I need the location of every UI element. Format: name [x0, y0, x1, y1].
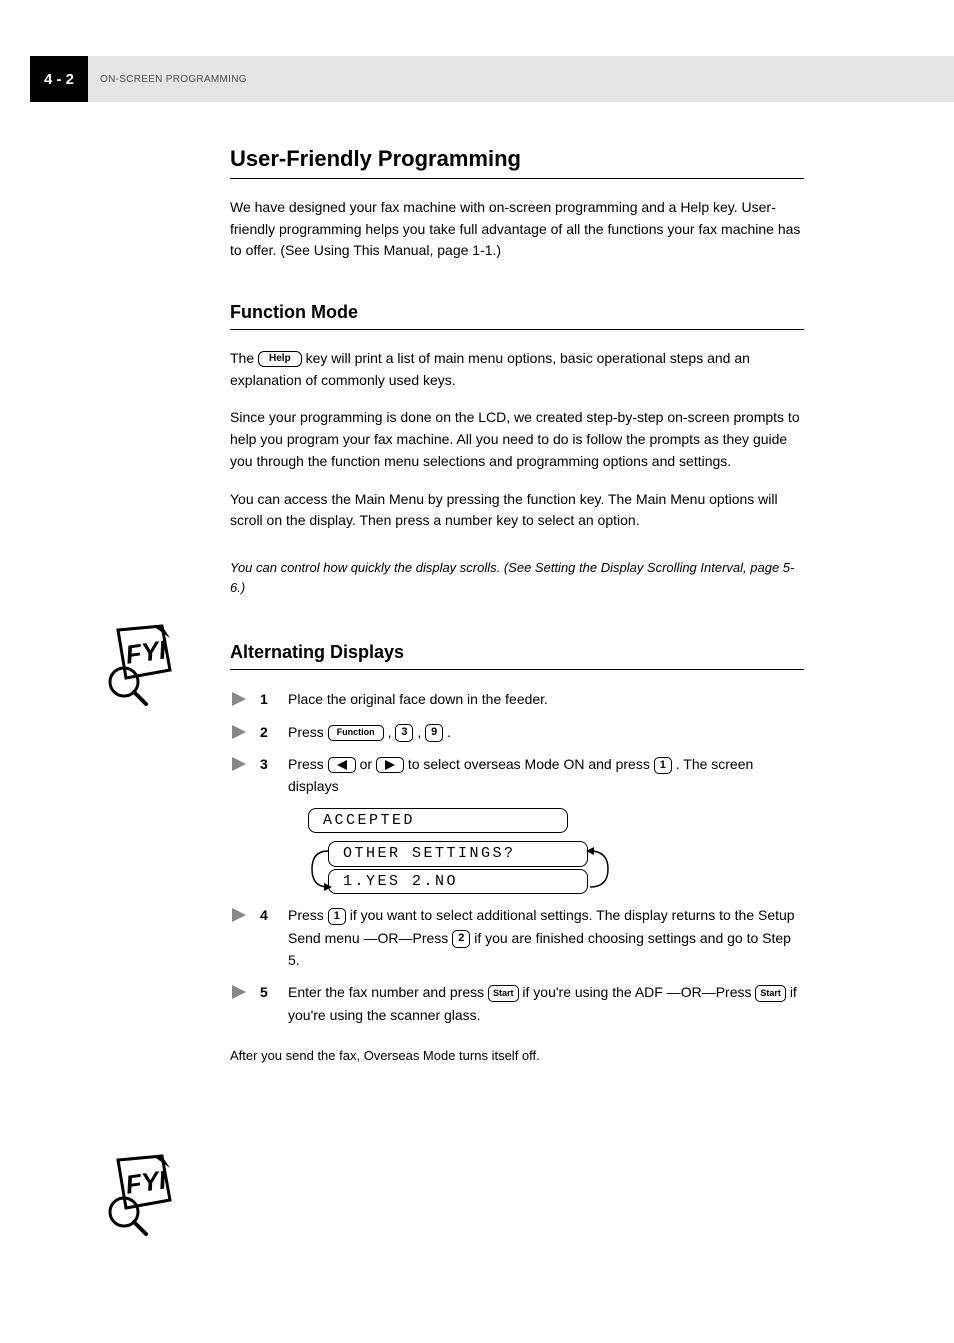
text: key will print a list of main menu optio… [230, 350, 750, 388]
step-number: 5 [260, 981, 276, 1003]
start-key: Start [488, 985, 519, 1002]
step-text: Enter the fax number and press Start if … [288, 981, 804, 1026]
page-number: 4 - 2 [30, 56, 88, 102]
key-1: 1 [654, 757, 672, 774]
lcd-cycle-group: OTHER SETTINGS? 1.YES 2.NO [308, 841, 804, 894]
svg-text:FYI: FYI [124, 1164, 169, 1199]
text: or [360, 756, 376, 772]
text: , [388, 724, 396, 740]
text: Press [288, 756, 328, 772]
step-number: 3 [260, 753, 276, 775]
lcd-accepted: ACCEPTED [308, 808, 568, 834]
start-key: Start [755, 985, 786, 1002]
divider [230, 178, 804, 179]
function-key: Function [328, 725, 384, 741]
lcd-yes-no: 1.YES 2.NO [328, 869, 588, 895]
step-arrow-icon [230, 983, 248, 1001]
header-bar: 4 - 2 ON-SCREEN PROGRAMMING [30, 56, 954, 102]
divider [230, 329, 804, 330]
step-1: 1 Place the original face down in the fe… [230, 688, 804, 710]
key-2: 2 [452, 930, 470, 947]
help-key: Help [258, 351, 302, 367]
step-number: 2 [260, 721, 276, 743]
step-arrow-icon [230, 723, 248, 741]
step-text: Press or to select overseas Mode ON and … [288, 753, 804, 798]
step-arrow-icon [230, 755, 248, 773]
svg-text:FYI: FYI [124, 634, 169, 669]
step-3: 3 Press or to select overseas Mode ON an… [230, 753, 804, 798]
step-arrow-icon [230, 690, 248, 708]
text: Enter the fax number and press [288, 984, 488, 1000]
text: Press [288, 907, 328, 923]
text: —OR—Press [364, 930, 453, 946]
key-9: 9 [425, 724, 443, 741]
step-number: 1 [260, 688, 276, 710]
fyi-note-2: After you send the fax, Overseas Mode tu… [230, 1046, 804, 1066]
step-arrow-icon [230, 906, 248, 924]
section1-para: We have designed your fax machine with o… [230, 197, 804, 262]
section2-para3: You can access the Main Menu by pressing… [230, 489, 804, 532]
divider [230, 669, 804, 670]
lcd-other-settings: OTHER SETTINGS? [328, 841, 588, 867]
step-text: Place the original face down in the feed… [288, 688, 804, 710]
step-2: 2 Press Function , 3 , 9 . [230, 721, 804, 743]
fyi-icon: FYI [92, 622, 180, 710]
text: , [417, 724, 425, 740]
right-arrow-key [376, 757, 404, 773]
step-text: Press 1 if you want to select additional… [288, 904, 804, 971]
chapter-label: ON-SCREEN PROGRAMMING [100, 74, 247, 85]
text: . [447, 724, 451, 740]
step-5: 5 Enter the fax number and press Start i… [230, 981, 804, 1026]
key-1: 1 [328, 908, 346, 925]
section2-para2: Since your programming is done on the LC… [230, 407, 804, 472]
section-title-function-mode: Function Mode [230, 302, 804, 323]
fyi-icon: FYI [92, 1152, 180, 1240]
key-3: 3 [395, 724, 413, 741]
step-text: Press Function , 3 , 9 . [288, 721, 804, 743]
step-4: 4 Press 1 if you want to select addition… [230, 904, 804, 971]
section2-para1: The Help key will print a list of main m… [230, 348, 804, 391]
text: Press [288, 724, 328, 740]
text: to select overseas Mode ON and press [408, 756, 654, 772]
text: if you're using the ADF [522, 984, 662, 1000]
lcd-accepted-group: ACCEPTED [308, 808, 804, 834]
left-arrow-key [328, 757, 356, 773]
fyi-note-1: You can control how quickly the display … [230, 558, 804, 598]
section-title-alternating: Alternating Displays [230, 642, 804, 663]
text: —OR—Press [667, 984, 756, 1000]
text: The [230, 350, 258, 366]
section-title-user-friendly: User-Friendly Programming [230, 146, 804, 172]
step-number: 4 [260, 904, 276, 926]
